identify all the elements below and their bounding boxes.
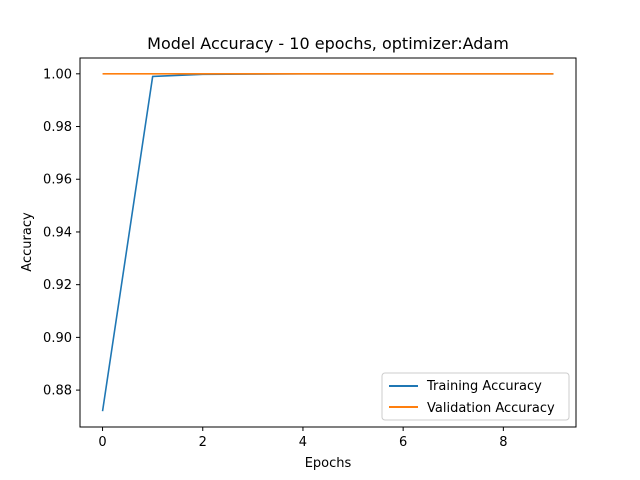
legend-label-training: Training Accuracy — [426, 379, 542, 394]
y-tick-label: 0.88 — [43, 384, 72, 399]
y-tick-label: 1.00 — [43, 67, 72, 82]
x-tick-label: 6 — [399, 435, 407, 450]
legend-label-validation: Validation Accuracy — [427, 401, 555, 416]
x-tick-label: 4 — [299, 435, 307, 450]
y-tick-label: 0.90 — [43, 331, 72, 346]
x-axis-ticks: 0 2 4 6 8 — [98, 427, 507, 450]
x-tick-label: 8 — [499, 435, 507, 450]
y-tick-label: 0.98 — [43, 120, 72, 135]
y-tick-label: 0.92 — [43, 278, 72, 293]
y-axis-ticks: 0.88 0.90 0.92 0.94 0.96 0.98 1.00 — [43, 67, 80, 399]
legend: Training Accuracy Validation Accuracy — [381, 372, 570, 421]
y-tick-label: 0.94 — [43, 225, 72, 240]
x-tick-label: 0 — [98, 435, 106, 450]
plot-frame — [79, 57, 577, 428]
y-tick-label: 0.96 — [43, 173, 72, 188]
x-tick-label: 2 — [199, 435, 207, 450]
chart-title: Model Accuracy - 10 epochs, optimizer:Ad… — [147, 34, 509, 53]
legend-box — [381, 372, 570, 421]
training-accuracy-line — [101, 73, 554, 412]
series-lines — [101, 73, 554, 412]
y-axis-label: Accuracy — [20, 212, 35, 272]
x-axis-label: Epochs — [305, 456, 352, 471]
